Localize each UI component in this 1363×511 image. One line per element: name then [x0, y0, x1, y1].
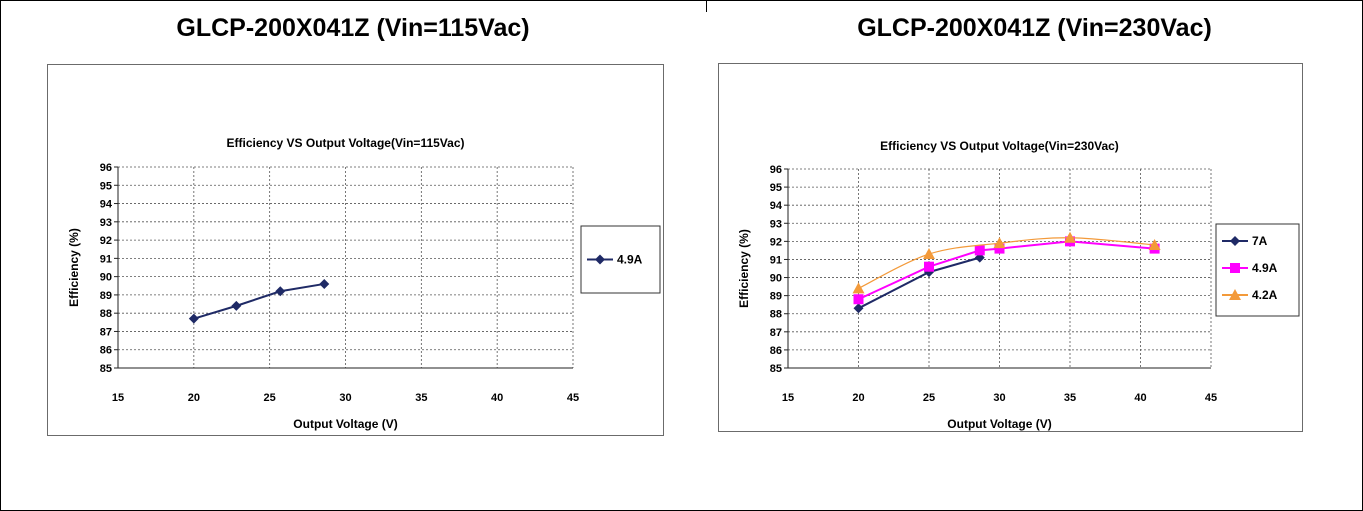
x-tick-label: 20	[188, 392, 200, 404]
legend-label-7A: 7A	[1252, 234, 1268, 248]
chart-230vac: Efficiency VS Output Voltage(Vin=230Vac)…	[718, 63, 1303, 432]
cell-divider	[706, 0, 707, 12]
data-point-4.9A	[924, 261, 934, 272]
data-point-7A	[924, 267, 934, 278]
series-line-7A	[858, 256, 981, 310]
x-tick-label: 40	[1134, 392, 1146, 404]
y-tick-label: 94	[770, 200, 783, 212]
chart-115vac: Efficiency VS Output Voltage(Vin=115Vac)…	[47, 64, 664, 436]
x-tick-label: 30	[339, 392, 351, 404]
data-point-4.9A	[188, 313, 199, 324]
legend-marker-4.9A	[1230, 263, 1240, 273]
y-tick-label: 90	[770, 273, 782, 285]
y-tick-label: 93	[770, 218, 782, 230]
y-tick-label: 87	[100, 326, 112, 338]
data-point-4.2A	[1148, 238, 1161, 250]
data-point-4.2A	[993, 237, 1006, 249]
chart-title: Efficiency VS Output Voltage(Vin=230Vac)	[880, 139, 1119, 153]
chart-115vac-svg: Efficiency VS Output Voltage(Vin=115Vac)…	[67, 136, 661, 431]
y-tick-label: 95	[100, 180, 112, 192]
y-tick-label: 94	[100, 199, 113, 211]
x-tick-label: 35	[415, 392, 427, 404]
x-tick-label: 45	[1205, 392, 1217, 404]
y-tick-label: 95	[770, 182, 782, 194]
y-tick-label: 88	[100, 308, 112, 320]
y-axis-label: Efficiency (%)	[67, 228, 81, 307]
data-point-4.9A	[994, 243, 1005, 254]
x-tick-label: 15	[112, 392, 124, 404]
data-point-7A	[853, 303, 864, 314]
data-point-4.9A	[974, 245, 985, 256]
series-line-4.9A	[193, 282, 325, 320]
chart-230vac-svg: Efficiency VS Output Voltage(Vin=230Vac)…	[737, 139, 1300, 431]
chart-title: Efficiency VS Output Voltage(Vin=115Vac)	[227, 136, 465, 150]
panel-heading-115vac: GLCP-200X041Z (Vin=115Vac)	[176, 14, 530, 42]
legend-marker-4.9A	[595, 254, 605, 265]
y-tick-label: 86	[100, 345, 112, 357]
panel-heading-230vac: GLCP-200X041Z (Vin=230Vac)	[857, 14, 1212, 42]
y-tick-label: 96	[100, 162, 112, 174]
y-tick-label: 90	[100, 272, 112, 284]
y-tick-label: 87	[770, 327, 782, 339]
x-tick-label: 35	[1064, 392, 1076, 404]
y-tick-label: 89	[100, 290, 112, 302]
y-tick-label: 92	[100, 235, 112, 247]
legend-box	[1215, 223, 1300, 317]
y-axis-label: Efficiency (%)	[737, 229, 751, 308]
x-tick-label: 40	[491, 392, 503, 404]
y-tick-label: 88	[770, 309, 782, 321]
x-axis-label: Output Voltage (V)	[947, 417, 1051, 431]
data-point-4.2A	[923, 248, 935, 260]
x-tick-label: 25	[923, 392, 935, 404]
x-tick-label: 15	[782, 392, 794, 404]
legend-marker-4.2A	[1229, 289, 1241, 300]
x-tick-label: 25	[264, 392, 276, 404]
data-point-4.9A	[853, 294, 864, 305]
x-tick-label: 20	[852, 392, 864, 404]
legend-label-4.9A: 4.9A	[1252, 261, 1278, 275]
y-tick-label: 86	[770, 345, 782, 357]
x-tick-label: 30	[993, 392, 1005, 404]
y-tick-label: 91	[100, 253, 112, 265]
y-tick-label: 96	[770, 164, 782, 176]
y-tick-label: 85	[100, 363, 112, 375]
legend-label-4.9A: 4.9A	[617, 253, 643, 267]
y-tick-label: 93	[100, 217, 112, 229]
y-tick-label: 89	[770, 291, 782, 303]
x-axis-label: Output Voltage (V)	[293, 417, 397, 431]
data-point-4.9A	[231, 300, 242, 311]
legend-marker-7A	[1230, 236, 1240, 246]
data-point-4.2A	[1064, 231, 1076, 243]
y-tick-label: 91	[770, 254, 782, 266]
x-tick-label: 45	[567, 392, 579, 404]
data-point-4.9A	[275, 286, 286, 297]
data-point-4.2A	[852, 282, 865, 294]
legend-label-4.2A: 4.2A	[1252, 288, 1278, 302]
y-tick-label: 92	[770, 236, 782, 248]
series-line-4.9A	[858, 240, 1155, 301]
y-tick-label: 85	[770, 363, 782, 375]
data-point-4.9A	[319, 278, 330, 289]
